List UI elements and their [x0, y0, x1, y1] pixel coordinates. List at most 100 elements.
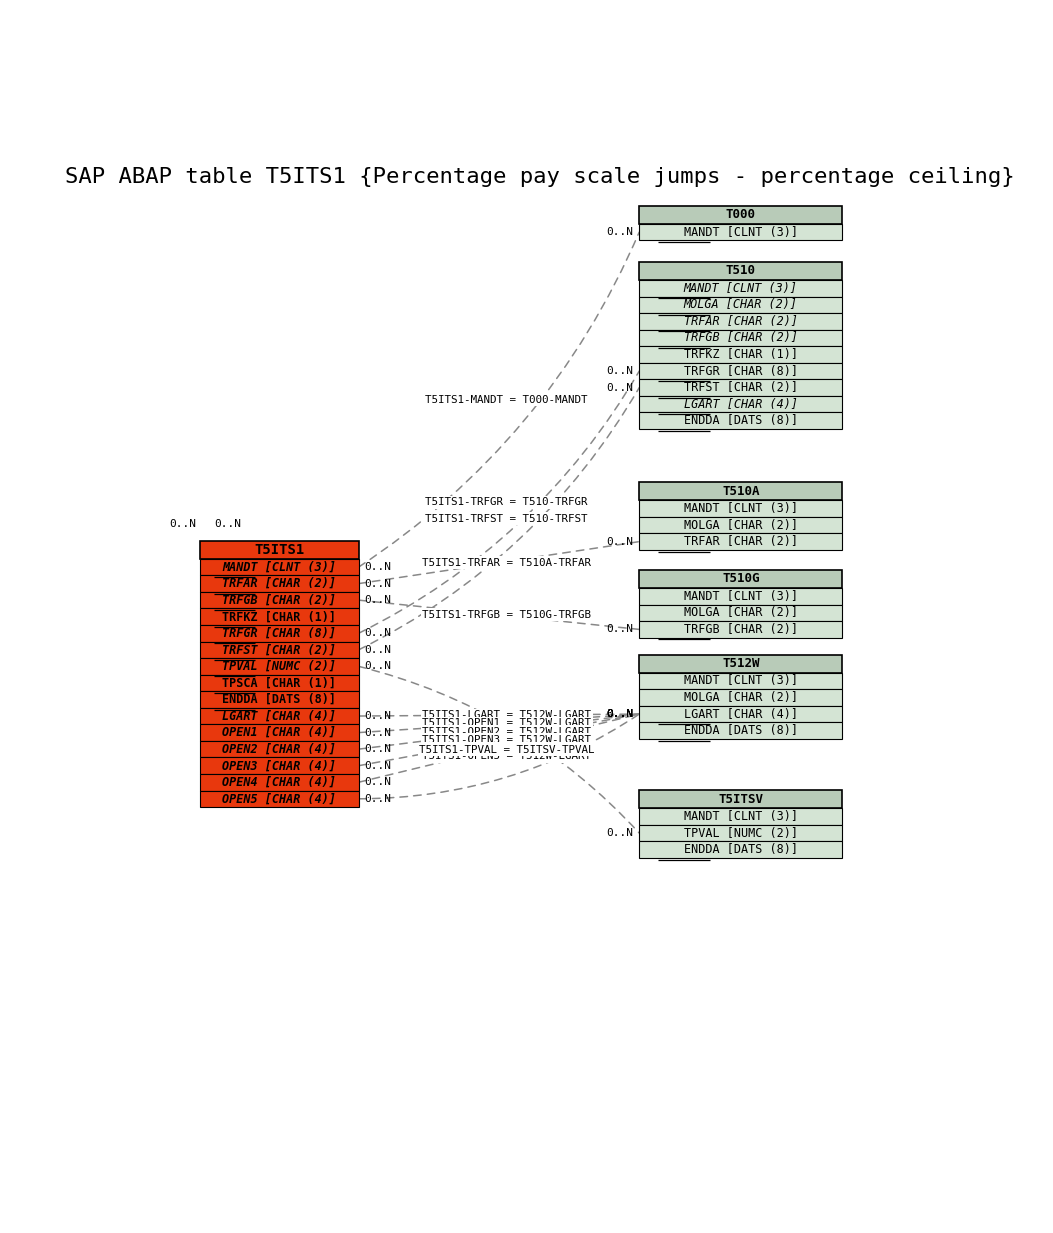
Bar	[639, 363, 842, 380]
Text: MOLGA [CHAR (2)]: MOLGA [CHAR (2)]	[683, 298, 798, 312]
Bar	[639, 825, 842, 841]
Bar	[639, 673, 842, 689]
Text: T5ITSV: T5ITSV	[718, 793, 763, 805]
Text: OPEN3 [CHAR (4)]: OPEN3 [CHAR (4)]	[222, 760, 336, 772]
Text: T5ITS1-OPEN5 = T512W-LGART: T5ITS1-OPEN5 = T512W-LGART	[422, 751, 591, 762]
Text: 0..N: 0..N	[364, 745, 392, 755]
Text: SAP ABAP table T5ITS1 {Percentage pay scale jumps - percentage ceiling}: SAP ABAP table T5ITS1 {Percentage pay sc…	[65, 168, 1014, 187]
Text: 0..N: 0..N	[364, 727, 392, 737]
Text: T5ITS1-TRFAR = T510A-TRFAR: T5ITS1-TRFAR = T510A-TRFAR	[422, 557, 591, 567]
Text: LGART [CHAR (4)]: LGART [CHAR (4)]	[222, 709, 336, 723]
Bar	[639, 534, 842, 550]
Text: TRFGB [CHAR (2)]: TRFGB [CHAR (2)]	[683, 332, 798, 344]
Text: 0..N: 0..N	[168, 519, 196, 529]
Bar	[200, 592, 359, 608]
Bar	[639, 482, 842, 501]
Bar	[639, 224, 842, 240]
Text: T5ITS1-OPEN3 = T512W-LGART: T5ITS1-OPEN3 = T512W-LGART	[422, 735, 591, 745]
Bar	[639, 380, 842, 396]
Text: 0..N: 0..N	[607, 829, 633, 838]
Text: 0..N: 0..N	[607, 536, 633, 546]
Text: 0..N: 0..N	[364, 777, 392, 787]
Bar	[639, 689, 842, 705]
Text: T5ITS1-OPEN4 = T512W-LGART: T5ITS1-OPEN4 = T512W-LGART	[422, 743, 591, 753]
Text: T5ITS1-OPEN1 = T512W-LGART: T5ITS1-OPEN1 = T512W-LGART	[422, 719, 591, 729]
Text: T5ITS1-TRFGR = T510-TRFGR: T5ITS1-TRFGR = T510-TRFGR	[425, 497, 588, 507]
Text: MANDT [CLNT (3)]: MANDT [CLNT (3)]	[683, 810, 798, 822]
Text: 0..N: 0..N	[364, 794, 392, 804]
Text: TRFAR [CHAR (2)]: TRFAR [CHAR (2)]	[222, 577, 336, 591]
Text: 0..N: 0..N	[364, 761, 392, 771]
Bar	[639, 413, 842, 429]
Text: 0..N: 0..N	[607, 624, 633, 635]
Bar	[200, 741, 359, 757]
Bar	[639, 396, 842, 413]
Text: T5ITS1-TRFST = T510-TRFST: T5ITS1-TRFST = T510-TRFST	[425, 514, 588, 524]
Bar	[639, 790, 842, 809]
Text: 0..N: 0..N	[607, 709, 633, 719]
Text: TRFKZ [CHAR (1)]: TRFKZ [CHAR (1)]	[222, 610, 336, 623]
Bar	[200, 641, 359, 658]
Bar	[200, 674, 359, 692]
Text: MOLGA [CHAR (2)]: MOLGA [CHAR (2)]	[683, 690, 798, 704]
Bar	[639, 329, 842, 346]
Bar	[639, 723, 842, 739]
Bar	[200, 724, 359, 741]
Text: MOLGA [CHAR (2)]: MOLGA [CHAR (2)]	[683, 607, 798, 619]
Text: OPEN1 [CHAR (4)]: OPEN1 [CHAR (4)]	[222, 726, 336, 739]
Text: 0..N: 0..N	[364, 629, 392, 639]
Text: 0..N: 0..N	[607, 382, 633, 392]
Text: 0..N: 0..N	[607, 709, 633, 719]
Bar	[639, 841, 842, 858]
Text: MOLGA [CHAR (2)]: MOLGA [CHAR (2)]	[683, 519, 798, 531]
Bar	[639, 705, 842, 723]
Text: 0..N: 0..N	[364, 562, 392, 572]
Bar	[639, 313, 842, 329]
Text: TRFAR [CHAR (2)]: TRFAR [CHAR (2)]	[683, 535, 798, 549]
Text: MANDT [CLNT (3)]: MANDT [CLNT (3)]	[222, 561, 336, 573]
Text: TRFGB [CHAR (2)]: TRFGB [CHAR (2)]	[222, 593, 336, 607]
Text: T510G: T510G	[722, 572, 759, 586]
Text: MANDT [CLNT (3)]: MANDT [CLNT (3)]	[683, 674, 798, 688]
Text: LGART [CHAR (4)]: LGART [CHAR (4)]	[683, 398, 798, 411]
Text: TPVAL [NUMC (2)]: TPVAL [NUMC (2)]	[222, 660, 336, 673]
Text: 0..N: 0..N	[364, 578, 392, 588]
Text: ENDDA [DATS (8)]: ENDDA [DATS (8)]	[222, 693, 336, 707]
Text: T5ITS1-TPVAL = T5ITSV-TPVAL: T5ITS1-TPVAL = T5ITSV-TPVAL	[419, 745, 595, 755]
Text: 0..N: 0..N	[364, 711, 392, 721]
Text: T5ITS1-OPEN2 = T512W-LGART: T5ITS1-OPEN2 = T512W-LGART	[422, 726, 591, 736]
Bar	[200, 757, 359, 774]
Bar	[200, 540, 359, 559]
Bar	[639, 206, 842, 224]
Text: 0..N: 0..N	[607, 709, 633, 719]
Bar	[639, 655, 842, 673]
Bar	[639, 346, 842, 363]
Text: TRFGB [CHAR (2)]: TRFGB [CHAR (2)]	[683, 623, 798, 636]
Text: OPEN4 [CHAR (4)]: OPEN4 [CHAR (4)]	[222, 776, 336, 789]
Text: TRFKZ [CHAR (1)]: TRFKZ [CHAR (1)]	[683, 348, 798, 361]
Bar	[639, 621, 842, 637]
Text: T512W: T512W	[722, 657, 759, 671]
Bar	[200, 692, 359, 708]
Text: MANDT [CLNT (3)]: MANDT [CLNT (3)]	[683, 589, 798, 603]
Text: MANDT [CLNT (3)]: MANDT [CLNT (3)]	[683, 502, 798, 515]
Text: TRFGR [CHAR (8)]: TRFGR [CHAR (8)]	[683, 365, 798, 377]
Text: 0..N: 0..N	[607, 709, 633, 719]
Text: 0..N: 0..N	[364, 596, 392, 605]
Bar	[200, 774, 359, 790]
Bar	[639, 280, 842, 297]
Bar	[200, 790, 359, 808]
Text: MANDT [CLNT (3)]: MANDT [CLNT (3)]	[683, 282, 798, 295]
Bar	[639, 297, 842, 313]
Bar	[639, 809, 842, 825]
Bar	[639, 501, 842, 517]
Text: TRFST [CHAR (2)]: TRFST [CHAR (2)]	[222, 644, 336, 656]
Text: T000: T000	[726, 208, 756, 221]
Text: T5ITS1-LGART = T512W-LGART: T5ITS1-LGART = T512W-LGART	[422, 710, 591, 720]
Bar	[200, 708, 359, 724]
Text: TPSCA [CHAR (1)]: TPSCA [CHAR (1)]	[222, 677, 336, 689]
Text: ENDDA [DATS (8)]: ENDDA [DATS (8)]	[683, 843, 798, 856]
Text: 0..N: 0..N	[607, 366, 633, 376]
Text: LGART [CHAR (4)]: LGART [CHAR (4)]	[683, 708, 798, 720]
Bar	[200, 625, 359, 641]
